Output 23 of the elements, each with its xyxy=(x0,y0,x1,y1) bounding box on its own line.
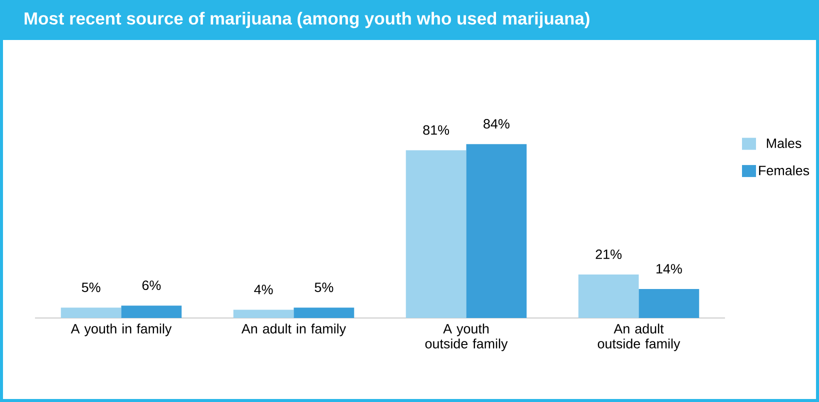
bar xyxy=(638,289,700,318)
data-label: 5% xyxy=(82,282,100,292)
bar xyxy=(578,274,639,318)
bar xyxy=(233,310,294,318)
data-label: 84% xyxy=(484,119,510,129)
bar xyxy=(121,306,182,318)
x-tick-label: An adult in family xyxy=(241,324,346,336)
bar xyxy=(60,308,122,318)
data-label: 5% xyxy=(314,282,334,292)
data-label: 81% xyxy=(423,125,450,135)
bar xyxy=(294,308,354,318)
legend-label: Females xyxy=(759,165,810,176)
chart-title: Most recent source of marijuana (among youth who used marijuana) xyxy=(24,12,590,28)
bar xyxy=(406,150,466,318)
legend-label: Males xyxy=(766,138,802,148)
data-label: 6% xyxy=(142,280,161,290)
x-tick-label: A youth in family xyxy=(70,324,172,336)
bar xyxy=(466,144,527,318)
x-tick-label: An adult outside family xyxy=(598,324,680,352)
data-label: 14% xyxy=(656,264,682,274)
data-label: 21% xyxy=(596,250,622,259)
x-tick-label: A youth outside family xyxy=(425,324,508,352)
data-label: 4% xyxy=(254,284,273,294)
